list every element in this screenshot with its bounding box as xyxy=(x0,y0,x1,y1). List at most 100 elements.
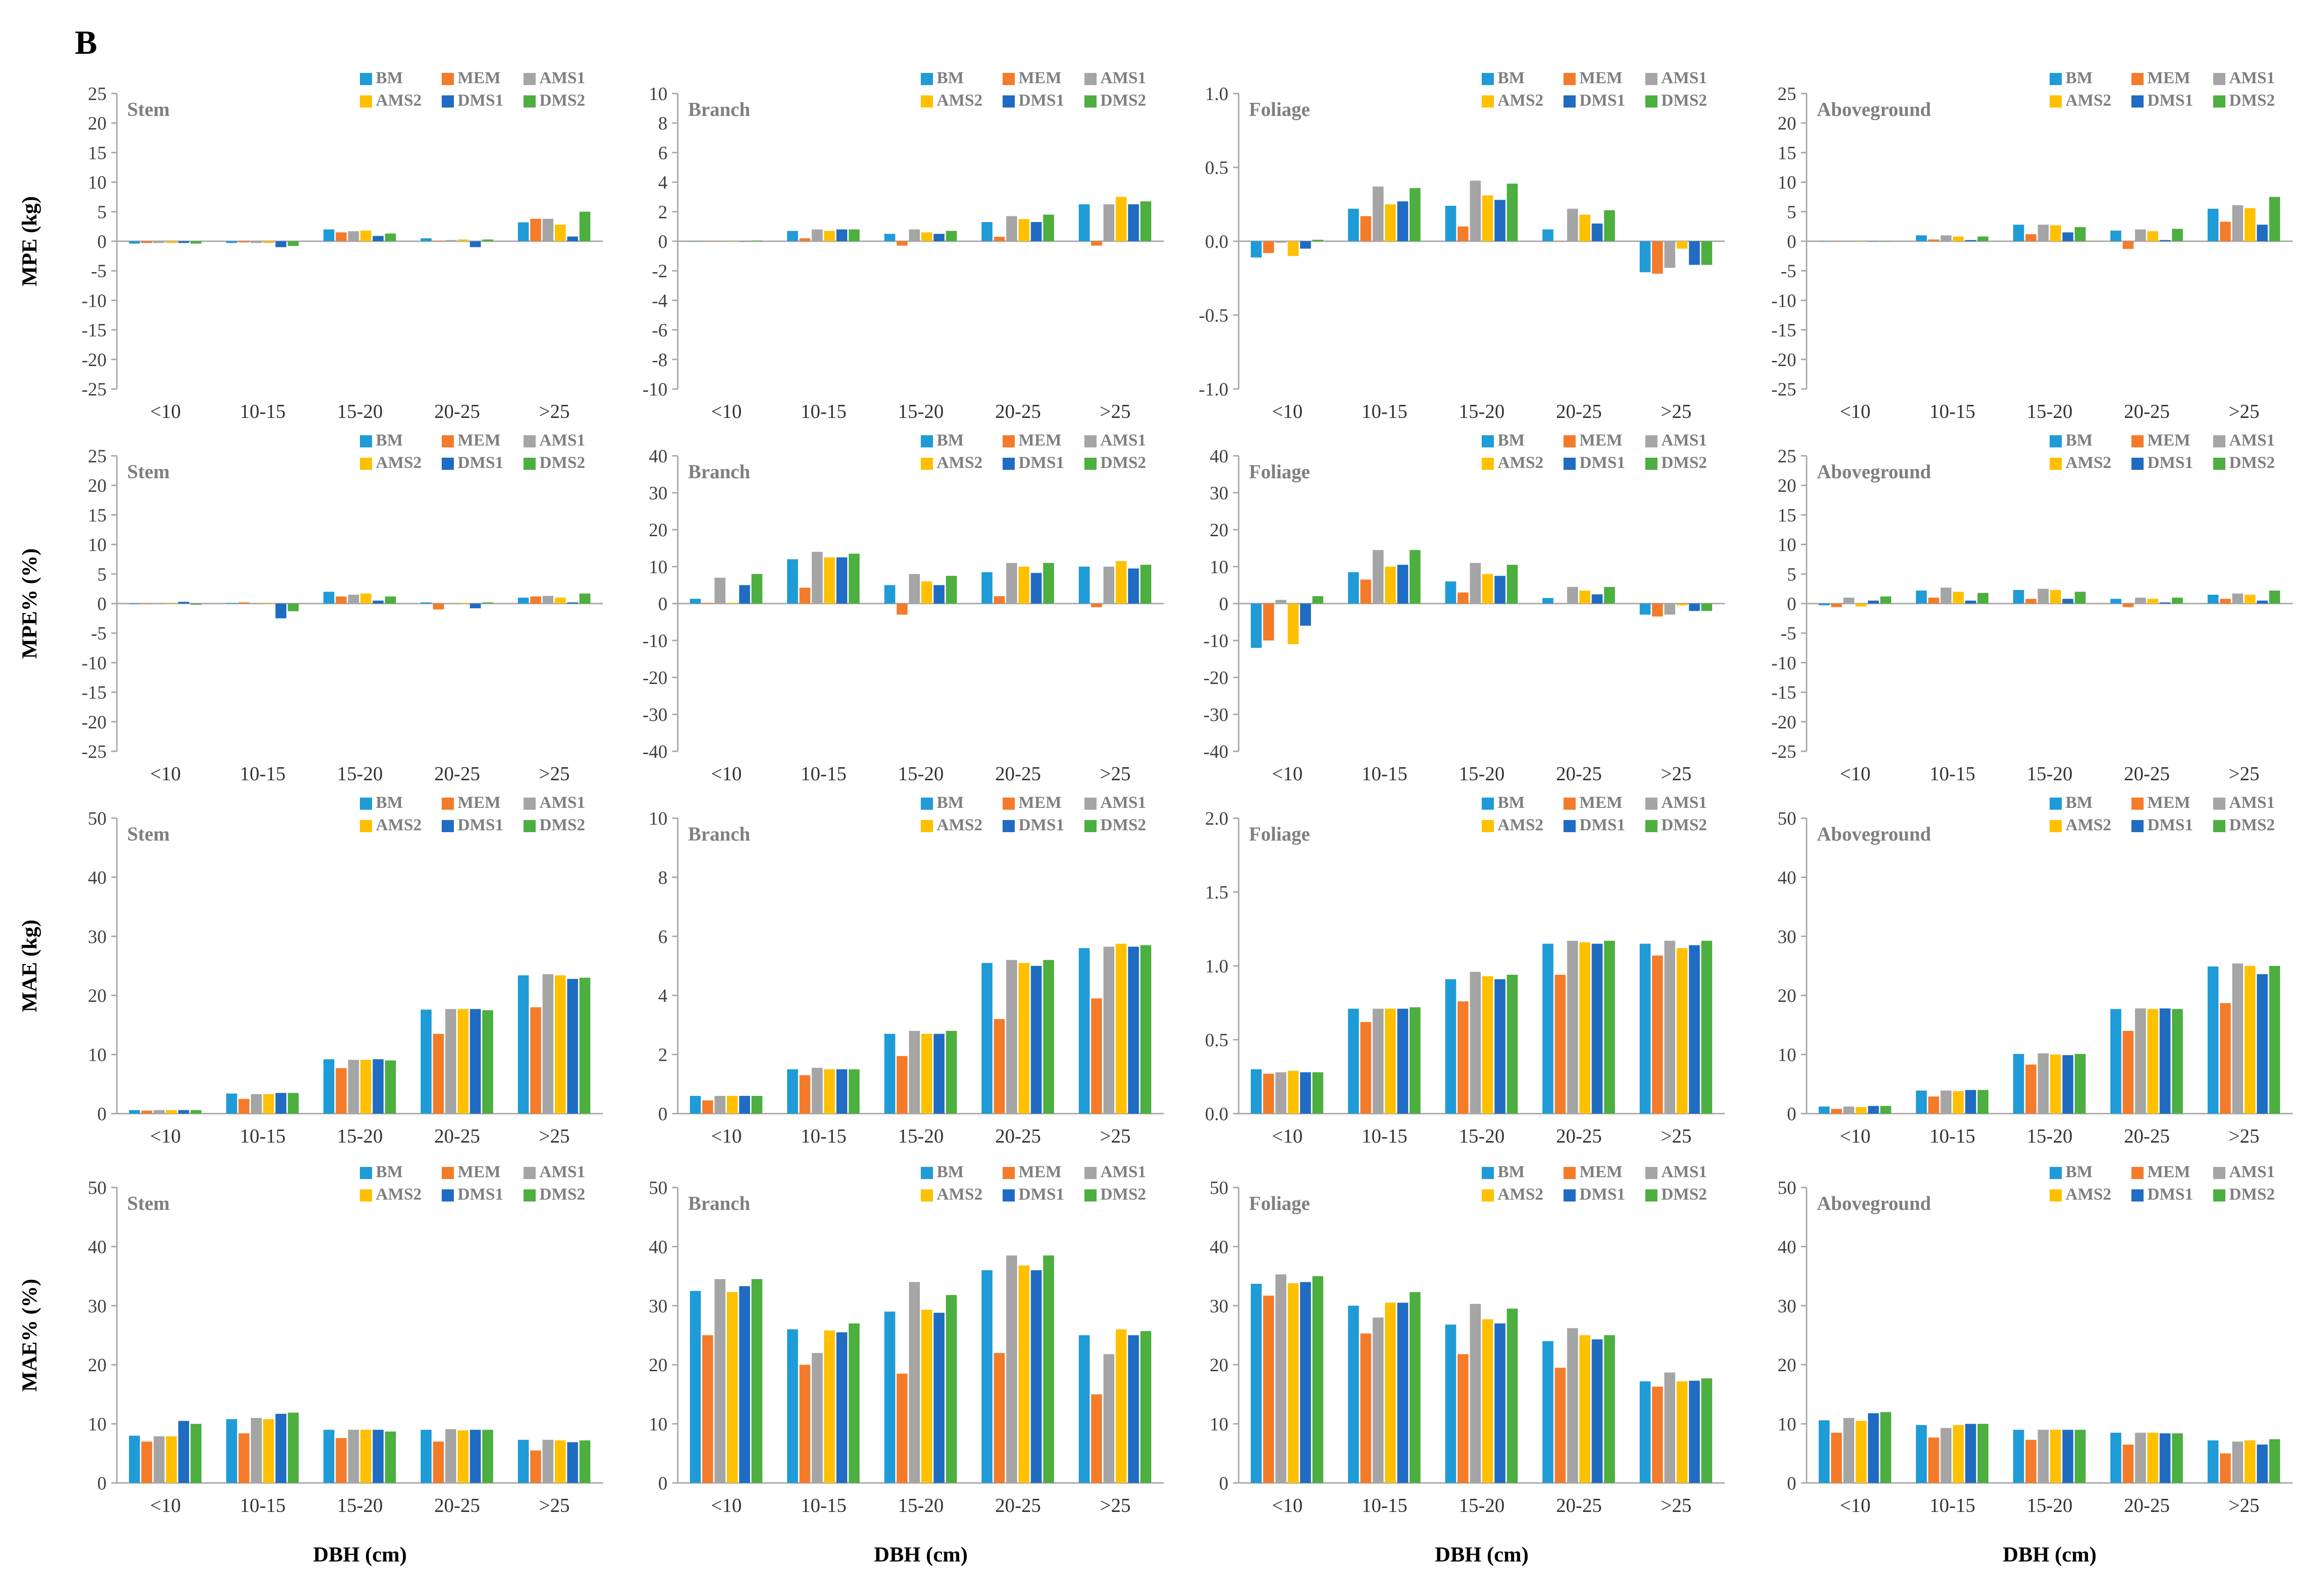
bar-dms2-3 xyxy=(1604,587,1615,604)
x-tick-label: 10-15 xyxy=(1929,1495,1975,1517)
bar-dms1-2 xyxy=(373,236,384,241)
bar-dms2-0 xyxy=(751,574,763,604)
bar-dms1-4 xyxy=(1689,241,1700,265)
legend-swatch-dms1 xyxy=(1003,1189,1015,1202)
bar-mem-3 xyxy=(433,1034,444,1114)
y-tick-label: 10 xyxy=(1210,1414,1228,1435)
bar-dms1-1 xyxy=(275,1093,287,1114)
bar-dms1-2 xyxy=(933,585,945,604)
x-tick-label: <10 xyxy=(1840,1126,1871,1147)
bar-dms2-4 xyxy=(1140,201,1152,241)
x-tick-label: 10-15 xyxy=(240,1126,286,1147)
legend-label-mem: MEM xyxy=(1579,1162,1622,1181)
bar-dms2-0 xyxy=(751,1096,763,1114)
bar-mem-2 xyxy=(897,604,908,615)
x-tick-label: 10-15 xyxy=(240,401,286,423)
bar-ams1-3 xyxy=(2135,1432,2146,1483)
legend-label-dms2: DMS2 xyxy=(2229,91,2275,109)
legend-swatch-bm xyxy=(921,73,933,85)
bar-ams1-1 xyxy=(1372,550,1384,604)
bar-dms2-3 xyxy=(482,602,494,604)
chart-foliage-row0: -1.0 -0.5 0.0 0.5 1.0 <10 10-15 15-20 20-25 >25 Fo… xyxy=(1199,68,1725,423)
y-tick-label: 15 xyxy=(1778,504,1796,525)
bar-bm-0 xyxy=(1818,1420,1830,1483)
x-tick-label: 15-20 xyxy=(2027,1126,2073,1147)
panel-label: B xyxy=(75,24,97,61)
x-tick-label: >25 xyxy=(1661,401,1692,423)
bar-dms2-3 xyxy=(1043,960,1054,1114)
y-tick-label: -1.0 xyxy=(1199,379,1228,400)
bar-mem-1 xyxy=(1928,239,1939,241)
bar-dms1-1 xyxy=(1397,201,1408,241)
bar-ams2-1 xyxy=(1953,591,1964,604)
bar-mem-4 xyxy=(530,218,541,241)
legend-label-bm: BM xyxy=(2066,793,2093,812)
chart-aboveground-row1: -25 -20 -15 -10 -5 0 5 10 15 20 25 <10 10-15 15-20 20-… xyxy=(1772,431,2293,785)
x-tick-label: 15-20 xyxy=(898,1495,944,1517)
legend-swatch-dms2 xyxy=(1645,458,1657,470)
bar-ams2-4 xyxy=(555,597,566,604)
bar-dms1-0 xyxy=(1868,1106,1879,1114)
bar-dms2-0 xyxy=(190,1110,202,1114)
legend-swatch-dms2 xyxy=(524,1189,536,1202)
x-tick-label: 15-20 xyxy=(898,401,944,423)
bar-bm-3 xyxy=(1542,1341,1554,1483)
bar-dms1-2 xyxy=(933,1312,945,1483)
legend-label-mem: MEM xyxy=(2147,1162,2190,1181)
bar-bm-1 xyxy=(226,1094,237,1114)
bar-dms2-0 xyxy=(1312,1276,1324,1483)
bar-ams2-3 xyxy=(1019,1265,1030,1483)
y-tick-label: -15 xyxy=(82,320,107,341)
bar-dms1-2 xyxy=(1494,1323,1506,1483)
legend-label-mem: MEM xyxy=(1579,793,1622,812)
legend-swatch-bm xyxy=(921,1167,933,1179)
x-tick-label: 20-25 xyxy=(995,763,1041,785)
bar-ams1-4 xyxy=(1664,241,1675,268)
legend-label-dms2: DMS2 xyxy=(1661,453,1707,472)
y-tick-label: 20 xyxy=(88,113,107,134)
legend-swatch-bm xyxy=(1482,798,1494,810)
x-tick-label: <10 xyxy=(1840,401,1871,423)
bar-mem-1 xyxy=(1928,1096,1939,1114)
y-tick-label: 5 xyxy=(97,201,107,223)
bar-bm-1 xyxy=(1915,1090,1927,1114)
legend-label-ams2: AMS2 xyxy=(376,815,422,834)
legend-swatch-ams2 xyxy=(921,95,933,108)
bar-bm-2 xyxy=(2013,1430,2024,1483)
y-tick-label: 30 xyxy=(88,1295,107,1317)
x-tick-label: 10-15 xyxy=(1929,1126,1975,1147)
bar-dms1-2 xyxy=(933,1034,945,1114)
chart-foliage-row2: 0.0 0.5 1.0 1.5 2.0 <10 10-15 15-20 20-25 >25 Foli… xyxy=(1205,793,1725,1147)
y-tick-label: 0 xyxy=(1787,593,1796,614)
bar-mem-2 xyxy=(2025,234,2037,241)
bar-bm-3 xyxy=(420,602,432,604)
y-tick-label: 25 xyxy=(88,446,107,467)
legend-label-ams2: AMS2 xyxy=(937,453,983,472)
bar-bm-3 xyxy=(981,963,993,1114)
legend-label-dms1: DMS1 xyxy=(2147,91,2193,109)
bar-ams1-0 xyxy=(714,577,725,604)
legend-swatch-ams2 xyxy=(1482,95,1494,108)
y-tick-label: 30 xyxy=(88,926,107,947)
legend-swatch-bm xyxy=(2050,435,2062,447)
bar-dms2-0 xyxy=(1312,239,1324,241)
bar-ams1-4 xyxy=(1664,941,1675,1114)
legend-label-dms2: DMS2 xyxy=(539,453,585,472)
legend-swatch-dms2 xyxy=(1084,820,1097,832)
bar-bm-3 xyxy=(2110,1432,2122,1483)
bar-mem-3 xyxy=(1555,974,1566,1114)
legend-label-bm: BM xyxy=(376,431,403,449)
legend-label-dms1: DMS1 xyxy=(458,91,503,109)
legend-label-mem: MEM xyxy=(2147,68,2190,87)
legend-label-ams2: AMS2 xyxy=(376,91,422,109)
y-tick-label: 25 xyxy=(1778,446,1796,467)
y-tick-label: -20 xyxy=(1772,712,1796,733)
bar-ams1-4 xyxy=(542,596,553,604)
legend-label-ams1: AMS1 xyxy=(1661,793,1707,812)
bar-dms1-4 xyxy=(1689,1381,1700,1483)
bar-dms1-1 xyxy=(1965,600,1976,604)
panel-title: Foliage xyxy=(1249,99,1310,121)
legend-swatch-bm xyxy=(360,73,372,85)
bar-ams2-1 xyxy=(1385,204,1396,241)
bar-bm-1 xyxy=(787,559,798,604)
